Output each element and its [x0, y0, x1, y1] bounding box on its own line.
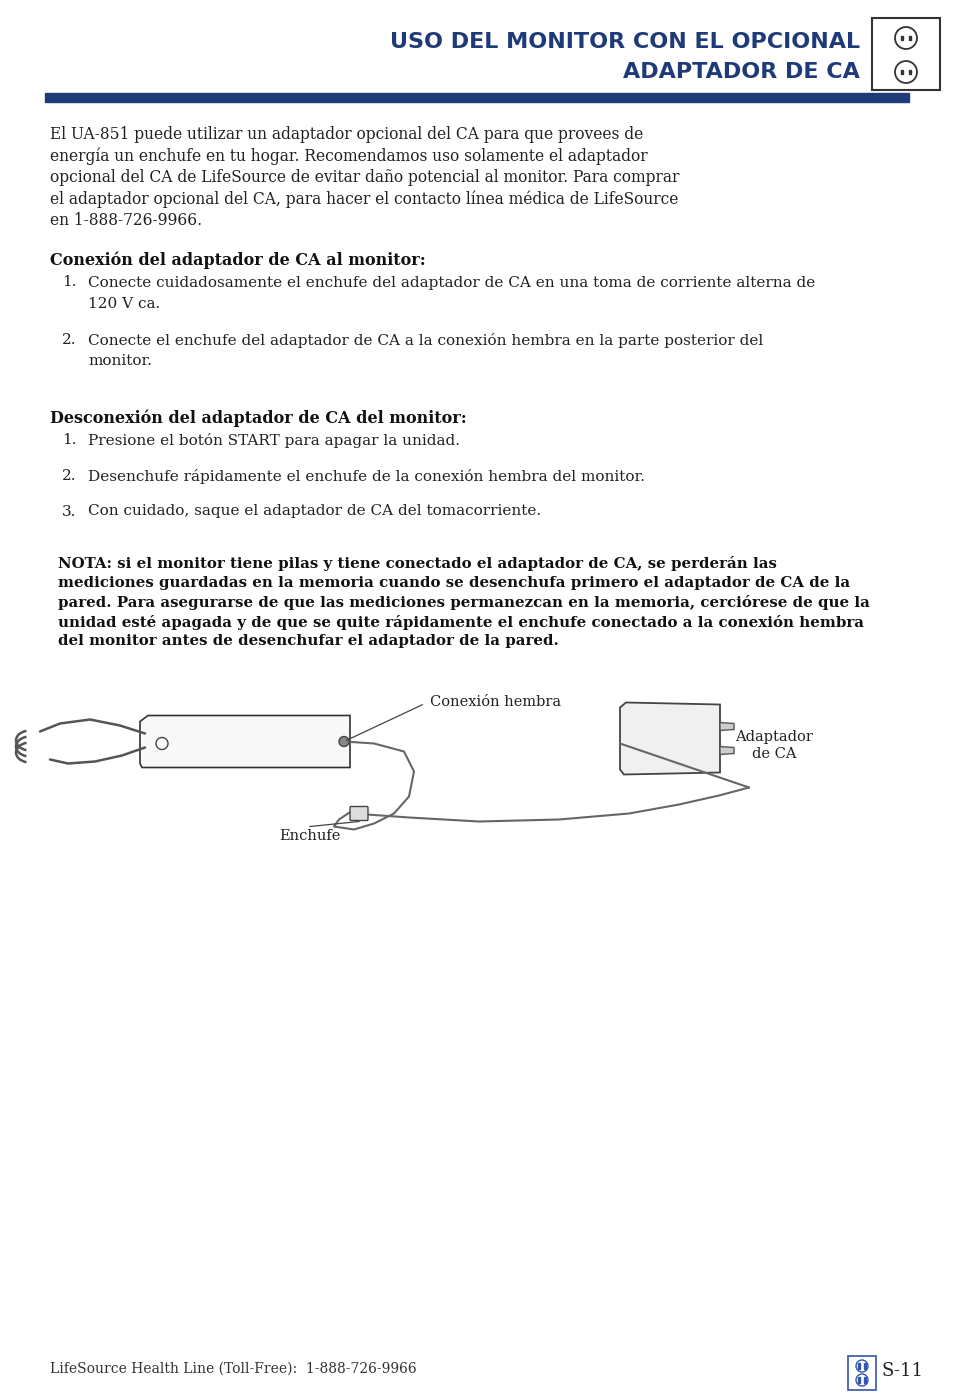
- Bar: [871, 18, 939, 91]
- Text: 2.: 2.: [62, 332, 76, 346]
- Text: Conexión del adaptador de CA al monitor:: Conexión del adaptador de CA al monitor:: [50, 251, 425, 269]
- Bar: [45, 93, 908, 102]
- Text: Con cuidado, saque el adaptador de CA del tomacorriente.: Con cuidado, saque el adaptador de CA de…: [88, 505, 540, 519]
- Circle shape: [894, 61, 916, 82]
- Text: unidad esté apagada y de que se quite rápidamente el enchufe conectado a la cone: unidad esté apagada y de que se quite rá…: [58, 615, 863, 629]
- Polygon shape: [140, 716, 350, 767]
- Text: Adaptador
de CA: Adaptador de CA: [734, 731, 812, 760]
- Circle shape: [338, 737, 349, 746]
- Text: 1.: 1.: [62, 275, 76, 290]
- Bar: [908, 70, 909, 74]
- FancyBboxPatch shape: [350, 806, 368, 820]
- Text: en 1-888-726-9966.: en 1-888-726-9966.: [50, 212, 202, 229]
- Text: S-11: S-11: [882, 1362, 923, 1380]
- Text: Conexión hembra: Conexión hembra: [430, 696, 560, 710]
- Bar: [847, 1356, 875, 1389]
- Text: monitor.: monitor.: [88, 354, 152, 368]
- Text: Enchufe: Enchufe: [279, 829, 340, 843]
- Text: mediciones guardadas en la memoria cuando se desenchufa primero el adaptador de : mediciones guardadas en la memoria cuand…: [58, 576, 849, 590]
- Text: NOTA: si el monitor tiene pilas y tiene conectado el adaptador de CA, se perderá: NOTA: si el monitor tiene pilas y tiene …: [58, 557, 776, 571]
- Circle shape: [156, 738, 168, 749]
- Bar: [857, 1377, 859, 1382]
- Bar: [863, 1363, 865, 1368]
- Text: Presione el botón START para apagar la unidad.: Presione el botón START para apagar la u…: [88, 434, 459, 449]
- Circle shape: [855, 1374, 867, 1387]
- Bar: [857, 1363, 859, 1368]
- Text: opcional del CA de LifeSource de evitar daño potencial al monitor. Para comprar: opcional del CA de LifeSource de evitar …: [50, 169, 679, 186]
- Bar: [901, 70, 902, 74]
- Text: USO DEL MONITOR CON EL OPCIONAL: USO DEL MONITOR CON EL OPCIONAL: [390, 32, 859, 52]
- Text: 2.: 2.: [62, 469, 76, 483]
- Text: Desconexión del adaptador de CA del monitor:: Desconexión del adaptador de CA del moni…: [50, 410, 466, 427]
- Text: energía un enchufe en tu hogar. Recomendamos uso solamente el adaptador: energía un enchufe en tu hogar. Recomend…: [50, 148, 647, 165]
- Text: 3.: 3.: [62, 505, 76, 519]
- Text: 120 V ca.: 120 V ca.: [88, 297, 160, 311]
- Text: El UA-851 puede utilizar un adaptador opcional del CA para que provees de: El UA-851 puede utilizar un adaptador op…: [50, 126, 642, 144]
- Polygon shape: [720, 723, 733, 731]
- Bar: [863, 1377, 865, 1382]
- Circle shape: [855, 1360, 867, 1373]
- Text: 1.: 1.: [62, 434, 76, 448]
- Text: del monitor antes de desenchufar el adaptador de la pared.: del monitor antes de desenchufar el adap…: [58, 633, 558, 649]
- Bar: [908, 35, 909, 40]
- Text: Conecte el enchufe del adaptador de CA a la conexión hembra en la parte posterio: Conecte el enchufe del adaptador de CA a…: [88, 332, 762, 347]
- Text: Conecte cuidadosamente el enchufe del adaptador de CA en una toma de corriente a: Conecte cuidadosamente el enchufe del ad…: [88, 275, 815, 290]
- Text: ADAPTADOR DE CA: ADAPTADOR DE CA: [622, 61, 859, 82]
- Text: pared. Para asegurarse de que las mediciones permanezcan en la memoria, cercióre: pared. Para asegurarse de que las medici…: [58, 596, 869, 610]
- Text: LifeSource Health Line (Toll-Free):  1-888-726-9966: LifeSource Health Line (Toll-Free): 1-88…: [50, 1362, 416, 1375]
- Polygon shape: [619, 703, 720, 774]
- Text: Desenchufe rápidamente el enchufe de la conexión hembra del monitor.: Desenchufe rápidamente el enchufe de la …: [88, 469, 644, 484]
- Text: el adaptador opcional del CA, para hacer el contacto línea médica de LifeSource: el adaptador opcional del CA, para hacer…: [50, 191, 678, 208]
- Polygon shape: [720, 746, 733, 755]
- Circle shape: [894, 27, 916, 49]
- Bar: [901, 35, 902, 40]
